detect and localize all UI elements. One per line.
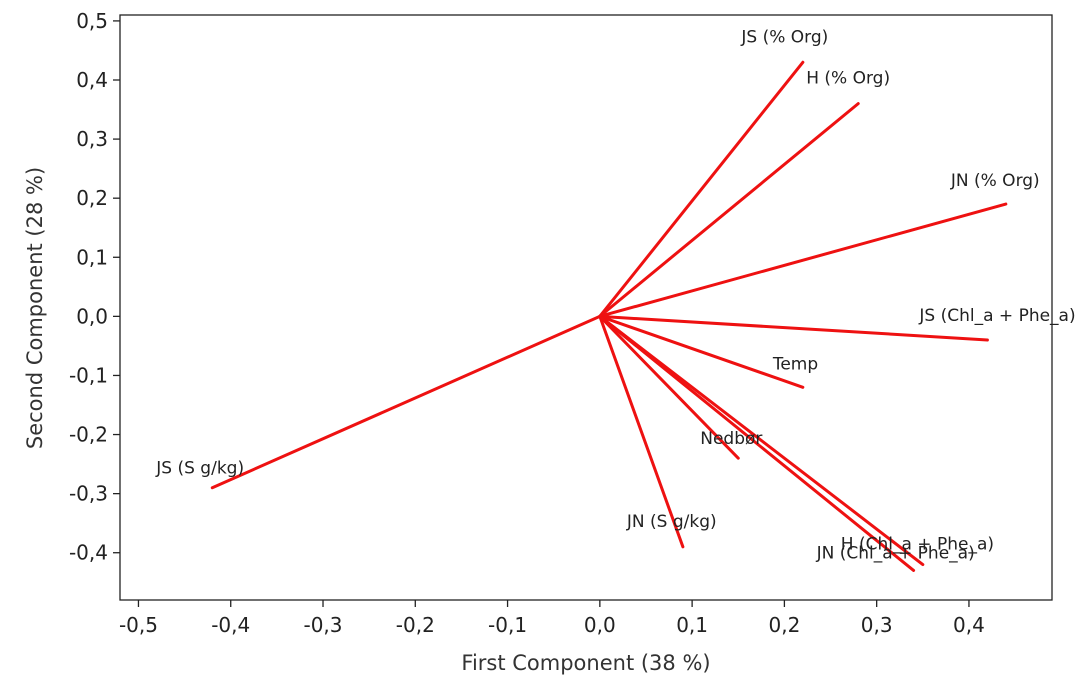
y-tick-label: -0,4 — [69, 541, 108, 565]
vector-h-org — [598, 102, 860, 318]
x-tick-label: 0,1 — [676, 613, 708, 637]
x-tick-label: 0,4 — [953, 613, 985, 637]
vector-js-chl-a-phe-a — [598, 314, 989, 342]
y-tick-label: 0,2 — [76, 186, 108, 210]
x-tick-label: 0,0 — [584, 613, 616, 637]
loading-vectors — [210, 60, 1008, 572]
vector-label-jn-chl-a-phe-a: JN (Chl_a + Phe_a) — [816, 543, 975, 563]
y-tick-label: 0,0 — [76, 304, 108, 328]
x-tick-label: -0,2 — [396, 613, 435, 637]
vector-label-jn-s-g-kg: JN (S g/kg) — [626, 512, 717, 532]
y-tick-label: 0,4 — [76, 68, 108, 92]
vector-label-js-chl-a-phe-a: JS (Chl_a + Phe_a) — [918, 306, 1075, 326]
vector-jn-s-g-kg — [598, 314, 685, 549]
y-tick-label: -0,2 — [69, 423, 108, 447]
vector-jn-org — [598, 202, 1008, 318]
x-tick-label: -0,4 — [211, 613, 250, 637]
vector-js-org — [598, 60, 805, 318]
x-tick-label: 0,2 — [768, 613, 800, 637]
x-axis: -0,5 -0,4 -0,3 -0,2 -0,1 0,0 0,1 0,2 0,3 0,4 — [119, 600, 985, 637]
plot-frame — [119, 14, 1053, 601]
vector-label-h-org: H (% Org) — [806, 69, 890, 89]
y-axis-title: Second Component (28 %) — [23, 167, 47, 449]
y-axis: -0,4 -0,3 -0,2 -0,1 0,0 0,1 0,2 0,3 0,4 0,5 — [69, 9, 120, 565]
x-tick-label: -0,3 — [303, 613, 342, 637]
vector-label-js-s-g-kg: JS (S g/kg) — [155, 459, 244, 479]
vector-label-h-chl-a-phe-a: H (Chl_a + Phe_a) — [841, 535, 994, 555]
y-tick-label: -0,1 — [69, 363, 108, 387]
vector-label-temp: Temp — [772, 354, 818, 374]
vector-labels: JS (% Org) H (% Org) JN (% Org) JS (Chl_a +… — [155, 27, 1075, 563]
vector-nedb-r — [598, 314, 740, 460]
vector-jn-chl-a-phe-a — [598, 314, 916, 572]
x-tick-label: -0,1 — [488, 613, 527, 637]
vector-label-js-org: JS (% Org) — [740, 27, 828, 47]
x-axis-title: First Component (38 %) — [461, 651, 710, 675]
vector-js-s-g-kg — [210, 314, 602, 490]
y-tick-label: -0,3 — [69, 482, 108, 506]
y-tick-label: 0,5 — [76, 9, 108, 33]
vector-temp — [598, 314, 805, 389]
x-tick-label: -0,5 — [119, 613, 158, 637]
vector-label-nedb-r: Nedbør — [700, 429, 762, 449]
vector-h-chl-a-phe-a — [598, 314, 925, 567]
y-tick-label: 0,1 — [76, 245, 108, 269]
y-tick-label: 0,3 — [76, 127, 108, 151]
vector-label-jn-org: JN (% Org) — [950, 171, 1040, 191]
x-tick-label: 0,3 — [861, 613, 893, 637]
